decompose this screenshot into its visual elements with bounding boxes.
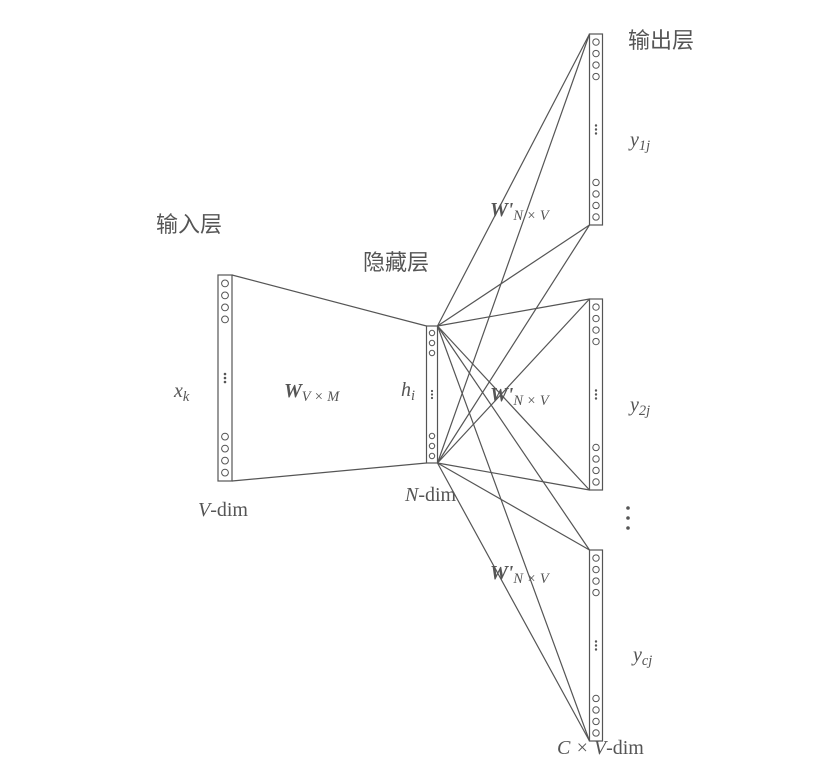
ellipsis-dot bbox=[626, 506, 630, 510]
label-input-layer: 输入层 bbox=[156, 212, 222, 237]
label-N-dim: N-dim bbox=[404, 484, 457, 506]
label-x-k: xk bbox=[173, 380, 190, 405]
label-h-i: hi bbox=[401, 379, 415, 404]
hidden-layer-column bbox=[427, 326, 438, 463]
output-layer-column-1 bbox=[590, 34, 603, 225]
skipgram-diagram: 输入层隐藏层 输出层 xk hi WV × M W'N × V W'N × V W'N × V… bbox=[0, 0, 836, 764]
label-output-layer: 输出层 bbox=[628, 28, 694, 53]
label-Wprime-NxV-1: W'N × V bbox=[490, 199, 551, 224]
label-CxV-dim: C × V-dim bbox=[557, 737, 644, 759]
output-layer-column-3 bbox=[590, 550, 603, 741]
label-y-cj: ycj bbox=[631, 644, 652, 669]
ellipsis-dot bbox=[626, 516, 630, 520]
input-layer-column bbox=[218, 275, 232, 481]
label-y-2j: y2j bbox=[628, 394, 650, 419]
label-Wprime-NxV-3: W'N × V bbox=[490, 562, 551, 587]
label-Wprime-NxV-2: W'N × V bbox=[490, 384, 551, 409]
label-W-VxM: WV × M bbox=[284, 380, 340, 405]
label-y-1j: y1j bbox=[628, 129, 650, 154]
label-hidden-layer: 隐藏层 bbox=[363, 250, 429, 275]
label-V-dim: V-dim bbox=[198, 499, 248, 521]
ellipsis-dot bbox=[626, 526, 630, 530]
output-layer-column-2 bbox=[590, 299, 603, 490]
